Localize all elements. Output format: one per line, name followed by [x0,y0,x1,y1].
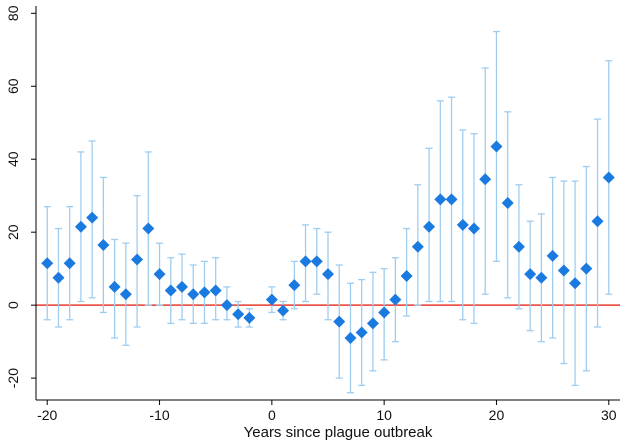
data-point-marker [86,211,99,224]
data-point-marker [131,253,144,266]
data-point-marker [557,264,570,277]
data-point-marker [580,262,593,275]
data-point-marker [378,306,391,319]
error-bars [43,30,613,394]
data-point-marker [153,268,166,281]
y-axis-ticks: -20 0 20 40 60 80 [5,5,36,388]
data-point-marker [468,222,480,235]
data-point-marker [591,215,604,228]
x-tick-label: 20 [489,407,505,423]
data-point-marker [490,140,503,153]
x-tick-label: 0 [268,407,276,423]
data-point-marker [52,271,65,284]
data-points [41,140,615,344]
x-axis-title: Years since plague outbreak [244,424,433,441]
data-point-marker [501,197,514,209]
y-tick-label: -20 [5,368,21,388]
data-point-marker [265,293,278,306]
x-tick-label: 10 [376,407,392,423]
data-point-marker [119,288,132,301]
data-point-marker [512,240,525,253]
data-point-marker [243,311,256,324]
data-point-marker [389,293,402,306]
data-point-marker [602,171,615,184]
x-tick-label: 30 [601,407,617,423]
data-point-marker [445,193,458,206]
data-point-marker [41,257,54,270]
data-point-marker [187,288,200,301]
data-point-marker [423,220,436,233]
data-point-marker [355,326,368,339]
data-point-marker [97,238,110,251]
data-point-marker [288,279,301,292]
data-point-marker [411,240,424,253]
x-tick-label: -10 [149,407,169,423]
data-point-marker [546,249,559,262]
data-point-marker [277,304,290,317]
data-point-marker [176,280,188,293]
data-point-marker [535,271,548,284]
data-point-marker [524,268,537,281]
x-tick-label: -20 [37,407,57,423]
data-point-marker [209,284,222,297]
y-tick-label: 0 [5,301,21,309]
data-point-marker [63,257,76,270]
y-tick-label: 20 [5,224,21,240]
data-point-marker [456,218,469,231]
data-point-marker [299,255,312,268]
data-point-marker [142,222,155,235]
data-point-marker [479,173,492,186]
data-point-marker [434,193,447,206]
data-point-marker [164,284,177,297]
data-point-marker [366,317,379,330]
y-tick-label: 40 [5,151,21,167]
data-point-marker [108,280,121,293]
data-point-marker [569,277,582,290]
data-point-marker [232,308,245,321]
plot-area [36,30,620,394]
y-tick-label: 80 [5,5,21,21]
data-point-marker [333,315,346,328]
y-tick-label: 60 [5,78,21,94]
data-point-marker [198,286,211,299]
data-point-marker [322,268,334,281]
data-point-marker [310,255,323,268]
data-point-marker [74,220,87,233]
data-point-marker [400,269,413,282]
data-point-marker [220,299,233,312]
x-axis-ticks: -20 -10 0 10 20 30 [37,400,617,423]
data-point-marker [344,331,357,344]
